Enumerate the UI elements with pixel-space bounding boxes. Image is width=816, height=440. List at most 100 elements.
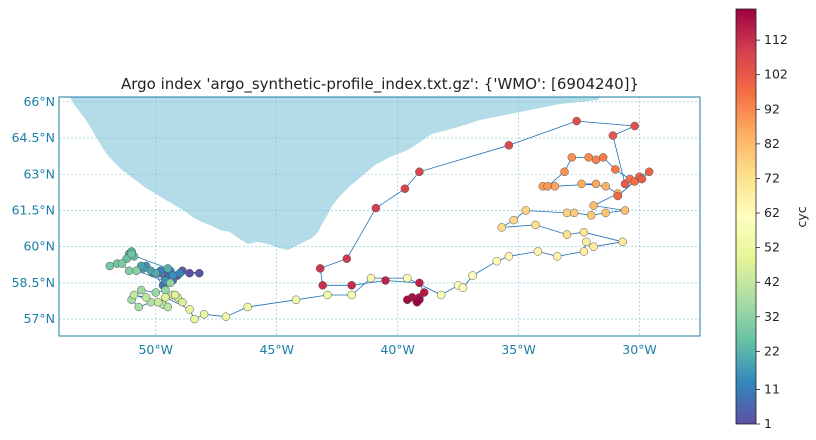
profile-point[interactable]	[492, 256, 502, 266]
profile-point[interactable]	[579, 247, 589, 256]
profile-point[interactable]	[637, 174, 647, 184]
profile-point[interactable]	[572, 116, 581, 126]
lon-tick-label: 30°W	[622, 342, 657, 357]
profile-point[interactable]	[553, 252, 562, 261]
profile-point[interactable]	[175, 268, 185, 278]
profile-point[interactable]	[415, 167, 424, 177]
profile-point[interactable]	[141, 293, 151, 302]
colorbar-tick-label: 11	[764, 381, 780, 396]
profile-point[interactable]	[412, 297, 422, 307]
profile-point[interactable]	[601, 208, 610, 218]
profile-point[interactable]	[521, 206, 531, 215]
profile-point[interactable]	[598, 153, 608, 162]
profile-point[interactable]	[620, 179, 630, 189]
profile-point[interactable]	[618, 237, 627, 247]
profile-point[interactable]	[161, 285, 170, 295]
profile-point[interactable]	[161, 293, 170, 302]
profile-point[interactable]	[153, 297, 163, 307]
profile-point[interactable]	[620, 206, 630, 215]
profile-point[interactable]	[504, 252, 514, 261]
profile-point[interactable]	[291, 295, 301, 305]
profile-point[interactable]	[185, 305, 194, 314]
profile-point[interactable]	[589, 242, 598, 251]
profile-point[interactable]	[163, 264, 173, 273]
profile-point[interactable]	[550, 182, 560, 191]
profile-point[interactable]	[347, 281, 356, 290]
lon-tick-label: 50°W	[138, 342, 173, 357]
profile-point[interactable]	[562, 230, 572, 239]
profile-point[interactable]	[613, 191, 623, 201]
profile-point[interactable]	[105, 261, 115, 271]
profile-point[interactable]	[124, 266, 134, 276]
profile-point[interactable]	[323, 290, 332, 300]
profile-point[interactable]	[644, 167, 654, 177]
profile-point[interactable]	[178, 297, 187, 307]
lat-tick-label: 64.5°N	[12, 130, 55, 145]
profile-point[interactable]	[170, 290, 180, 300]
profile-point[interactable]	[611, 165, 620, 174]
profile-point[interactable]	[403, 295, 412, 305]
lat-tick-label: 58.5°N	[12, 275, 55, 290]
profile-point[interactable]	[562, 208, 572, 218]
profile-point[interactable]	[195, 268, 204, 278]
profile-point[interactable]	[168, 271, 177, 280]
profile-point[interactable]	[504, 141, 514, 150]
profile-point[interactable]	[199, 310, 209, 319]
profile-point[interactable]	[569, 208, 579, 218]
profile-point[interactable]	[567, 153, 577, 162]
profile-point[interactable]	[136, 285, 146, 295]
profile-point[interactable]	[127, 249, 136, 259]
profile-point[interactable]	[543, 182, 552, 191]
profile-point[interactable]	[151, 288, 161, 297]
profile-point[interactable]	[584, 153, 593, 162]
profile-point[interactable]	[132, 266, 141, 276]
lat-tick-label: 61.5°N	[12, 202, 55, 217]
profile-point[interactable]	[347, 290, 356, 300]
profile-point[interactable]	[531, 220, 540, 230]
profile-point[interactable]	[163, 302, 173, 312]
profile-point[interactable]	[533, 247, 543, 256]
profile-point[interactable]	[582, 237, 591, 247]
map-panel: 50°W 45°W 40°W 35°W 30°W 57°N 58.5°N 60°N 61.5°N…	[12, 94, 701, 357]
profile-point[interactable]	[366, 273, 376, 283]
profile-point[interactable]	[129, 290, 139, 300]
profile-point[interactable]	[190, 314, 199, 324]
profile-point[interactable]	[243, 302, 252, 312]
profile-point[interactable]	[591, 155, 601, 165]
colorbar-tick-label: 52	[764, 240, 780, 255]
map-tick-labels: 50°W 45°W 40°W 35°W 30°W 57°N 58.5°N 60°N 61.5°N…	[12, 94, 657, 357]
colorbar-gradient	[735, 8, 757, 425]
colorbar-tick-label: 22	[764, 343, 780, 358]
profile-point[interactable]	[591, 179, 601, 189]
profile-point[interactable]	[381, 276, 390, 285]
profile-point[interactable]	[415, 278, 424, 288]
profile-point[interactable]	[134, 302, 144, 312]
profile-point[interactable]	[608, 131, 618, 140]
profile-point[interactable]	[586, 211, 596, 220]
profile-point[interactable]	[400, 184, 410, 193]
profile-point[interactable]	[403, 273, 412, 283]
profile-point[interactable]	[458, 283, 468, 292]
profile-point[interactable]	[151, 268, 161, 278]
profile-point[interactable]	[579, 227, 589, 237]
profile-point[interactable]	[436, 290, 446, 300]
profile-point[interactable]	[577, 179, 586, 189]
profile-point[interactable]	[589, 201, 598, 210]
profile-point[interactable]	[315, 264, 325, 273]
profile-point[interactable]	[371, 203, 381, 213]
profile-point[interactable]	[468, 271, 477, 280]
profile-point[interactable]	[601, 182, 610, 191]
colorbar-tick-label: 32	[764, 309, 780, 324]
profile-point[interactable]	[630, 121, 639, 131]
profile-point[interactable]	[117, 259, 127, 268]
map-grid	[59, 97, 700, 336]
profile-point[interactable]	[342, 254, 352, 263]
profile-point[interactable]	[166, 278, 175, 288]
profile-point[interactable]	[509, 215, 518, 225]
profile-point[interactable]	[185, 268, 194, 278]
profile-point[interactable]	[318, 281, 327, 290]
profile-point[interactable]	[497, 223, 506, 232]
profile-point[interactable]	[560, 167, 569, 177]
profile-point[interactable]	[221, 312, 231, 321]
